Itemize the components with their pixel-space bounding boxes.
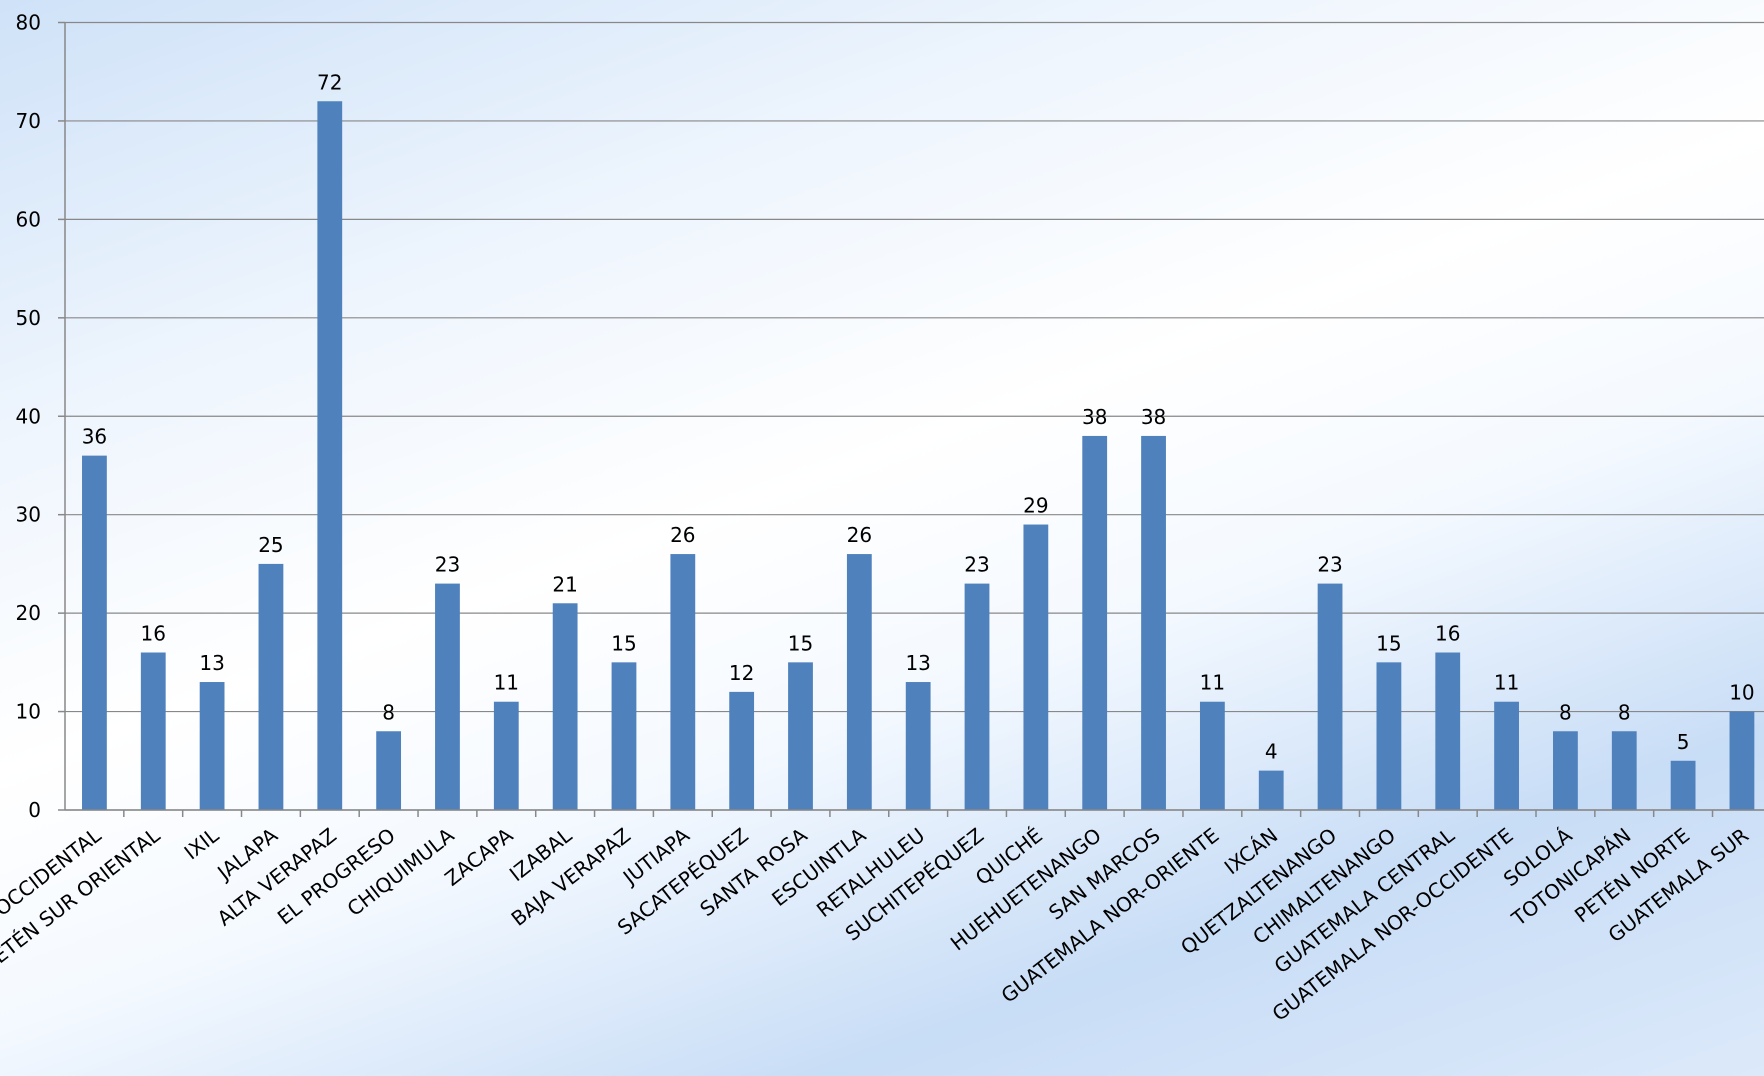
value-label: 38 [1082, 405, 1107, 429]
bar [1199, 701, 1225, 810]
bar [199, 682, 225, 810]
value-label: 26 [670, 523, 695, 547]
value-label: 16 [1435, 622, 1460, 646]
y-tick-label: 40 [16, 404, 41, 428]
value-label: 8 [1618, 700, 1631, 724]
value-label: 13 [905, 651, 930, 675]
value-label: 26 [847, 523, 872, 547]
value-label: 23 [964, 553, 989, 577]
bar [1670, 760, 1696, 810]
value-label: 29 [1023, 494, 1048, 518]
bar [729, 691, 755, 810]
bar [846, 554, 872, 810]
bar [905, 682, 931, 810]
bar [435, 583, 460, 810]
bar [1376, 662, 1402, 810]
value-label: 8 [1559, 700, 1572, 724]
y-tick-label: 80 [16, 11, 41, 35]
bar [1141, 435, 1166, 810]
bar [1258, 770, 1284, 810]
value-label: 25 [258, 533, 283, 557]
bar [317, 101, 343, 810]
bar [1611, 731, 1637, 810]
y-tick-label: 20 [16, 601, 41, 625]
value-label: 4 [1265, 740, 1278, 764]
bar [1494, 701, 1519, 810]
value-label: 11 [1200, 671, 1225, 695]
value-label: 15 [1376, 631, 1401, 655]
value-label: 15 [788, 631, 813, 655]
value-label: 21 [552, 572, 577, 596]
bar [376, 731, 402, 810]
bar [140, 652, 166, 810]
bar [1435, 652, 1461, 810]
bar [611, 662, 637, 810]
y-tick-label: 50 [16, 306, 41, 330]
value-label: 5 [1677, 730, 1690, 754]
bar [670, 554, 696, 810]
y-tick-label: 70 [16, 109, 41, 133]
value-label: 38 [1141, 405, 1166, 429]
value-label: 11 [1494, 671, 1519, 695]
y-tick-label: 0 [28, 798, 41, 822]
value-label: 23 [435, 553, 460, 577]
value-label: 12 [729, 661, 754, 685]
value-label: 11 [494, 671, 519, 695]
bar [1729, 711, 1755, 810]
value-label: 10 [1729, 681, 1754, 705]
x-tick-label: IXIL [180, 822, 224, 864]
value-label: 72 [317, 70, 342, 94]
bar [964, 583, 990, 810]
value-label: 36 [82, 425, 107, 449]
bar [258, 563, 284, 810]
y-tick-label: 10 [16, 700, 41, 724]
value-label: 8 [382, 700, 395, 724]
bar [1317, 583, 1343, 810]
bar [82, 455, 107, 810]
bar [1553, 731, 1578, 810]
value-label: 16 [141, 622, 166, 646]
bar [493, 701, 519, 810]
bar [1023, 524, 1049, 810]
y-tick-label: 60 [16, 207, 41, 231]
value-label: 15 [611, 631, 636, 655]
bar [1082, 435, 1108, 810]
value-label: 23 [1317, 553, 1342, 577]
value-label: 13 [199, 651, 224, 675]
x-tick-label: ZACAPA [440, 823, 517, 891]
y-tick-label: 30 [16, 503, 41, 527]
bar [788, 662, 813, 810]
bar [552, 603, 578, 810]
